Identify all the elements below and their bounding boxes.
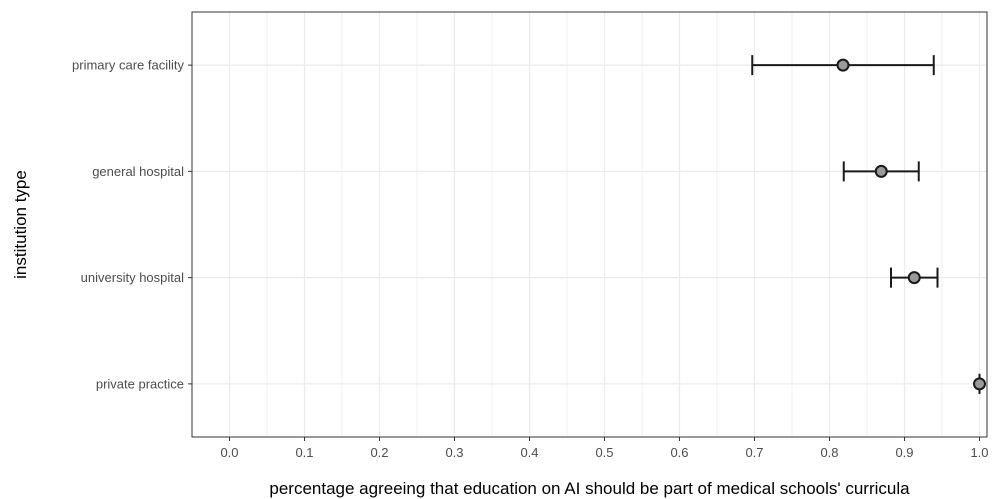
y-axis-title: institution type <box>11 170 30 279</box>
x-tick-label: 0.7 <box>745 445 763 460</box>
x-tick-label: 1.0 <box>970 445 988 460</box>
y-axis: primary care facility general hospital uni… <box>72 58 192 391</box>
y-tick-label: primary care facility <box>72 58 184 73</box>
x-tick-label: 0.4 <box>520 445 538 460</box>
y-tick-label: university hospital <box>81 270 184 285</box>
panel-border <box>191 11 988 438</box>
data-point <box>973 377 986 391</box>
x-tick-label: 0.8 <box>820 445 838 460</box>
data-point <box>907 271 921 285</box>
y-tick-label: private practice <box>96 376 184 391</box>
x-axis-title: percentage agreeing that education on AI… <box>269 479 910 498</box>
x-tick-label: 0.5 <box>595 445 613 460</box>
y-tick-label: general hospital <box>92 164 184 179</box>
grid <box>192 12 987 437</box>
x-tick-label: 0.3 <box>445 445 463 460</box>
error-bars <box>751 55 981 394</box>
x-tick-label: 0.9 <box>895 445 913 460</box>
data-point <box>836 58 850 72</box>
data-points <box>836 58 986 391</box>
x-tick-label: 0.1 <box>295 445 313 460</box>
data-point <box>874 164 888 178</box>
x-axis: 0.0 0.1 0.2 0.3 0.4 0.5 0.6 0.7 0.8 0.9 1.0 <box>220 437 989 460</box>
x-tick-label: 0.0 <box>220 445 238 460</box>
x-tick-label: 0.6 <box>670 445 688 460</box>
x-tick-label: 0.2 <box>370 445 388 460</box>
